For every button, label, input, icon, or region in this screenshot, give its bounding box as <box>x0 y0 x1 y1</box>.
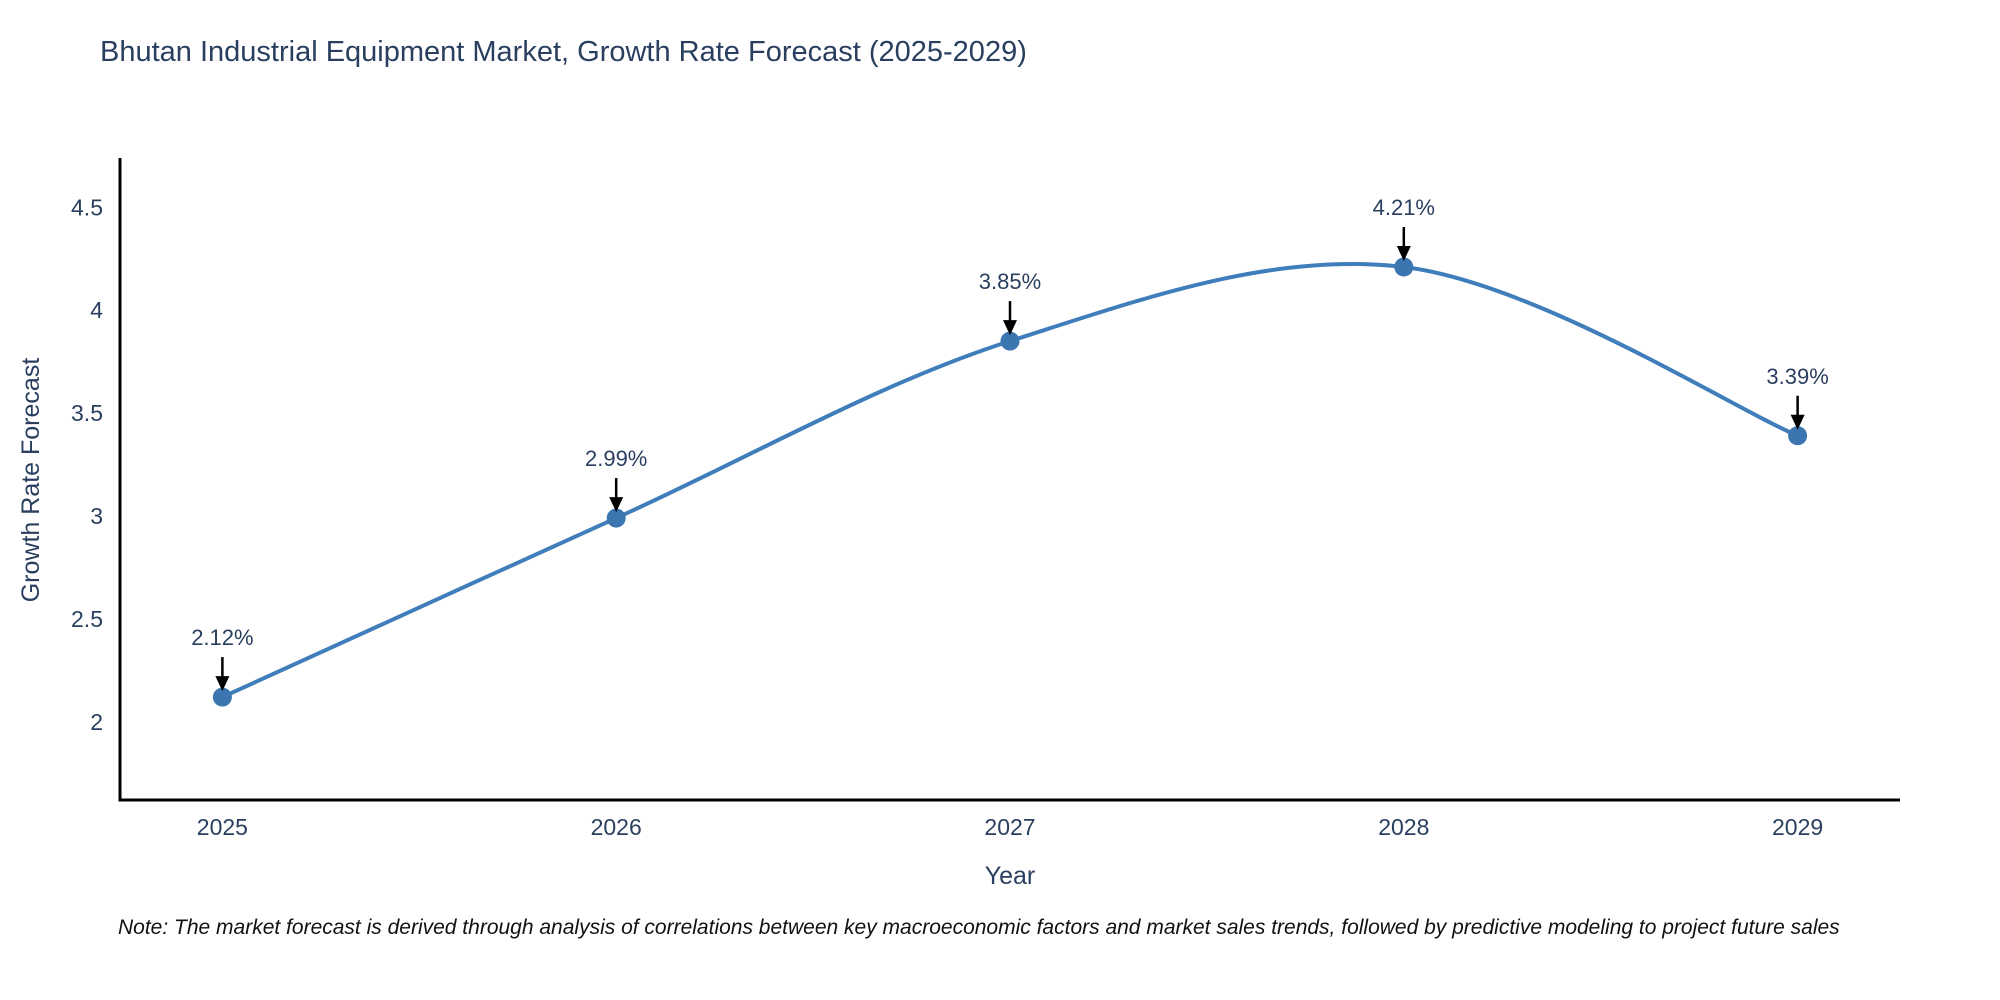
annotation-arrowhead <box>1790 414 1805 430</box>
data-point-label: 2.12% <box>191 625 253 650</box>
data-point-label: 2.99% <box>585 446 647 471</box>
data-point-marker <box>212 687 232 707</box>
annotation-arrowhead <box>215 676 230 692</box>
data-point-marker <box>606 508 626 528</box>
footnote: Note: The market forecast is derived thr… <box>118 916 1840 939</box>
x-tick-label: 2025 <box>197 814 248 840</box>
x-tick-label: 2029 <box>1772 814 1823 840</box>
data-point-label: 4.21% <box>1373 195 1435 220</box>
annotation-arrowhead <box>1003 320 1017 336</box>
y-axis-title: Growth Rate Forecast <box>17 357 45 603</box>
annotation-arrowhead <box>1396 246 1411 262</box>
x-tick-label: 2028 <box>1378 814 1429 840</box>
chart-title: Bhutan Industrial Equipment Market, Grow… <box>100 36 1027 68</box>
data-point-marker <box>1788 426 1808 446</box>
data-point-marker <box>1394 257 1414 277</box>
data-point-marker <box>1000 331 1020 351</box>
x-axis-title: Year <box>984 862 1036 890</box>
y-tick-label: 3 <box>90 503 103 529</box>
data-point-label: 3.39% <box>1766 364 1828 389</box>
y-tick-label: 3.5 <box>71 400 103 426</box>
x-tick-label: 2026 <box>591 814 642 840</box>
annotation-arrowhead <box>609 497 624 513</box>
data-point-label: 3.85% <box>979 269 1041 294</box>
y-tick-label: 4.5 <box>71 194 103 220</box>
x-tick-label: 2027 <box>984 814 1035 840</box>
y-tick-label: 2.5 <box>71 606 103 632</box>
y-tick-label: 2 <box>90 709 103 735</box>
y-tick-label: 4 <box>90 297 103 323</box>
